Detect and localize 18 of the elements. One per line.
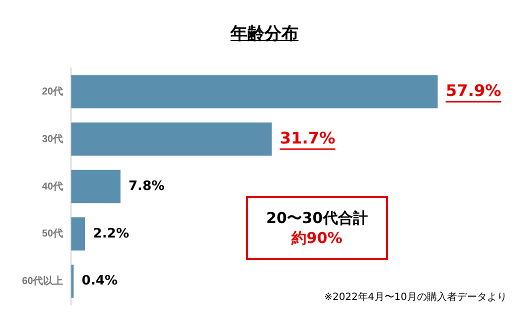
annotation: 20〜30代合計 xyxy=(266,208,368,228)
y-tick-label: 60代以上 xyxy=(22,275,64,288)
chart-title: 年齢分布 xyxy=(229,23,300,45)
annotation: 約90% xyxy=(292,228,342,248)
data-label: 57.9% xyxy=(446,80,502,100)
y-tick-label: 20代 xyxy=(42,85,64,98)
y-tick-label: 50代 xyxy=(42,228,64,240)
data-label: 2.2% xyxy=(93,226,130,242)
data-label: 0.4% xyxy=(82,274,118,289)
bar xyxy=(71,217,86,250)
bar xyxy=(71,122,272,156)
y-tick-label: 40代 xyxy=(42,180,64,192)
bar xyxy=(71,170,121,204)
y-tick-label: 30代 xyxy=(42,132,64,145)
bar xyxy=(71,75,438,108)
data-label: 31.7% xyxy=(280,128,336,148)
annotation: ※2022年4月〜10月の購入者データより xyxy=(324,290,507,304)
data-label: 7.8% xyxy=(128,178,165,194)
